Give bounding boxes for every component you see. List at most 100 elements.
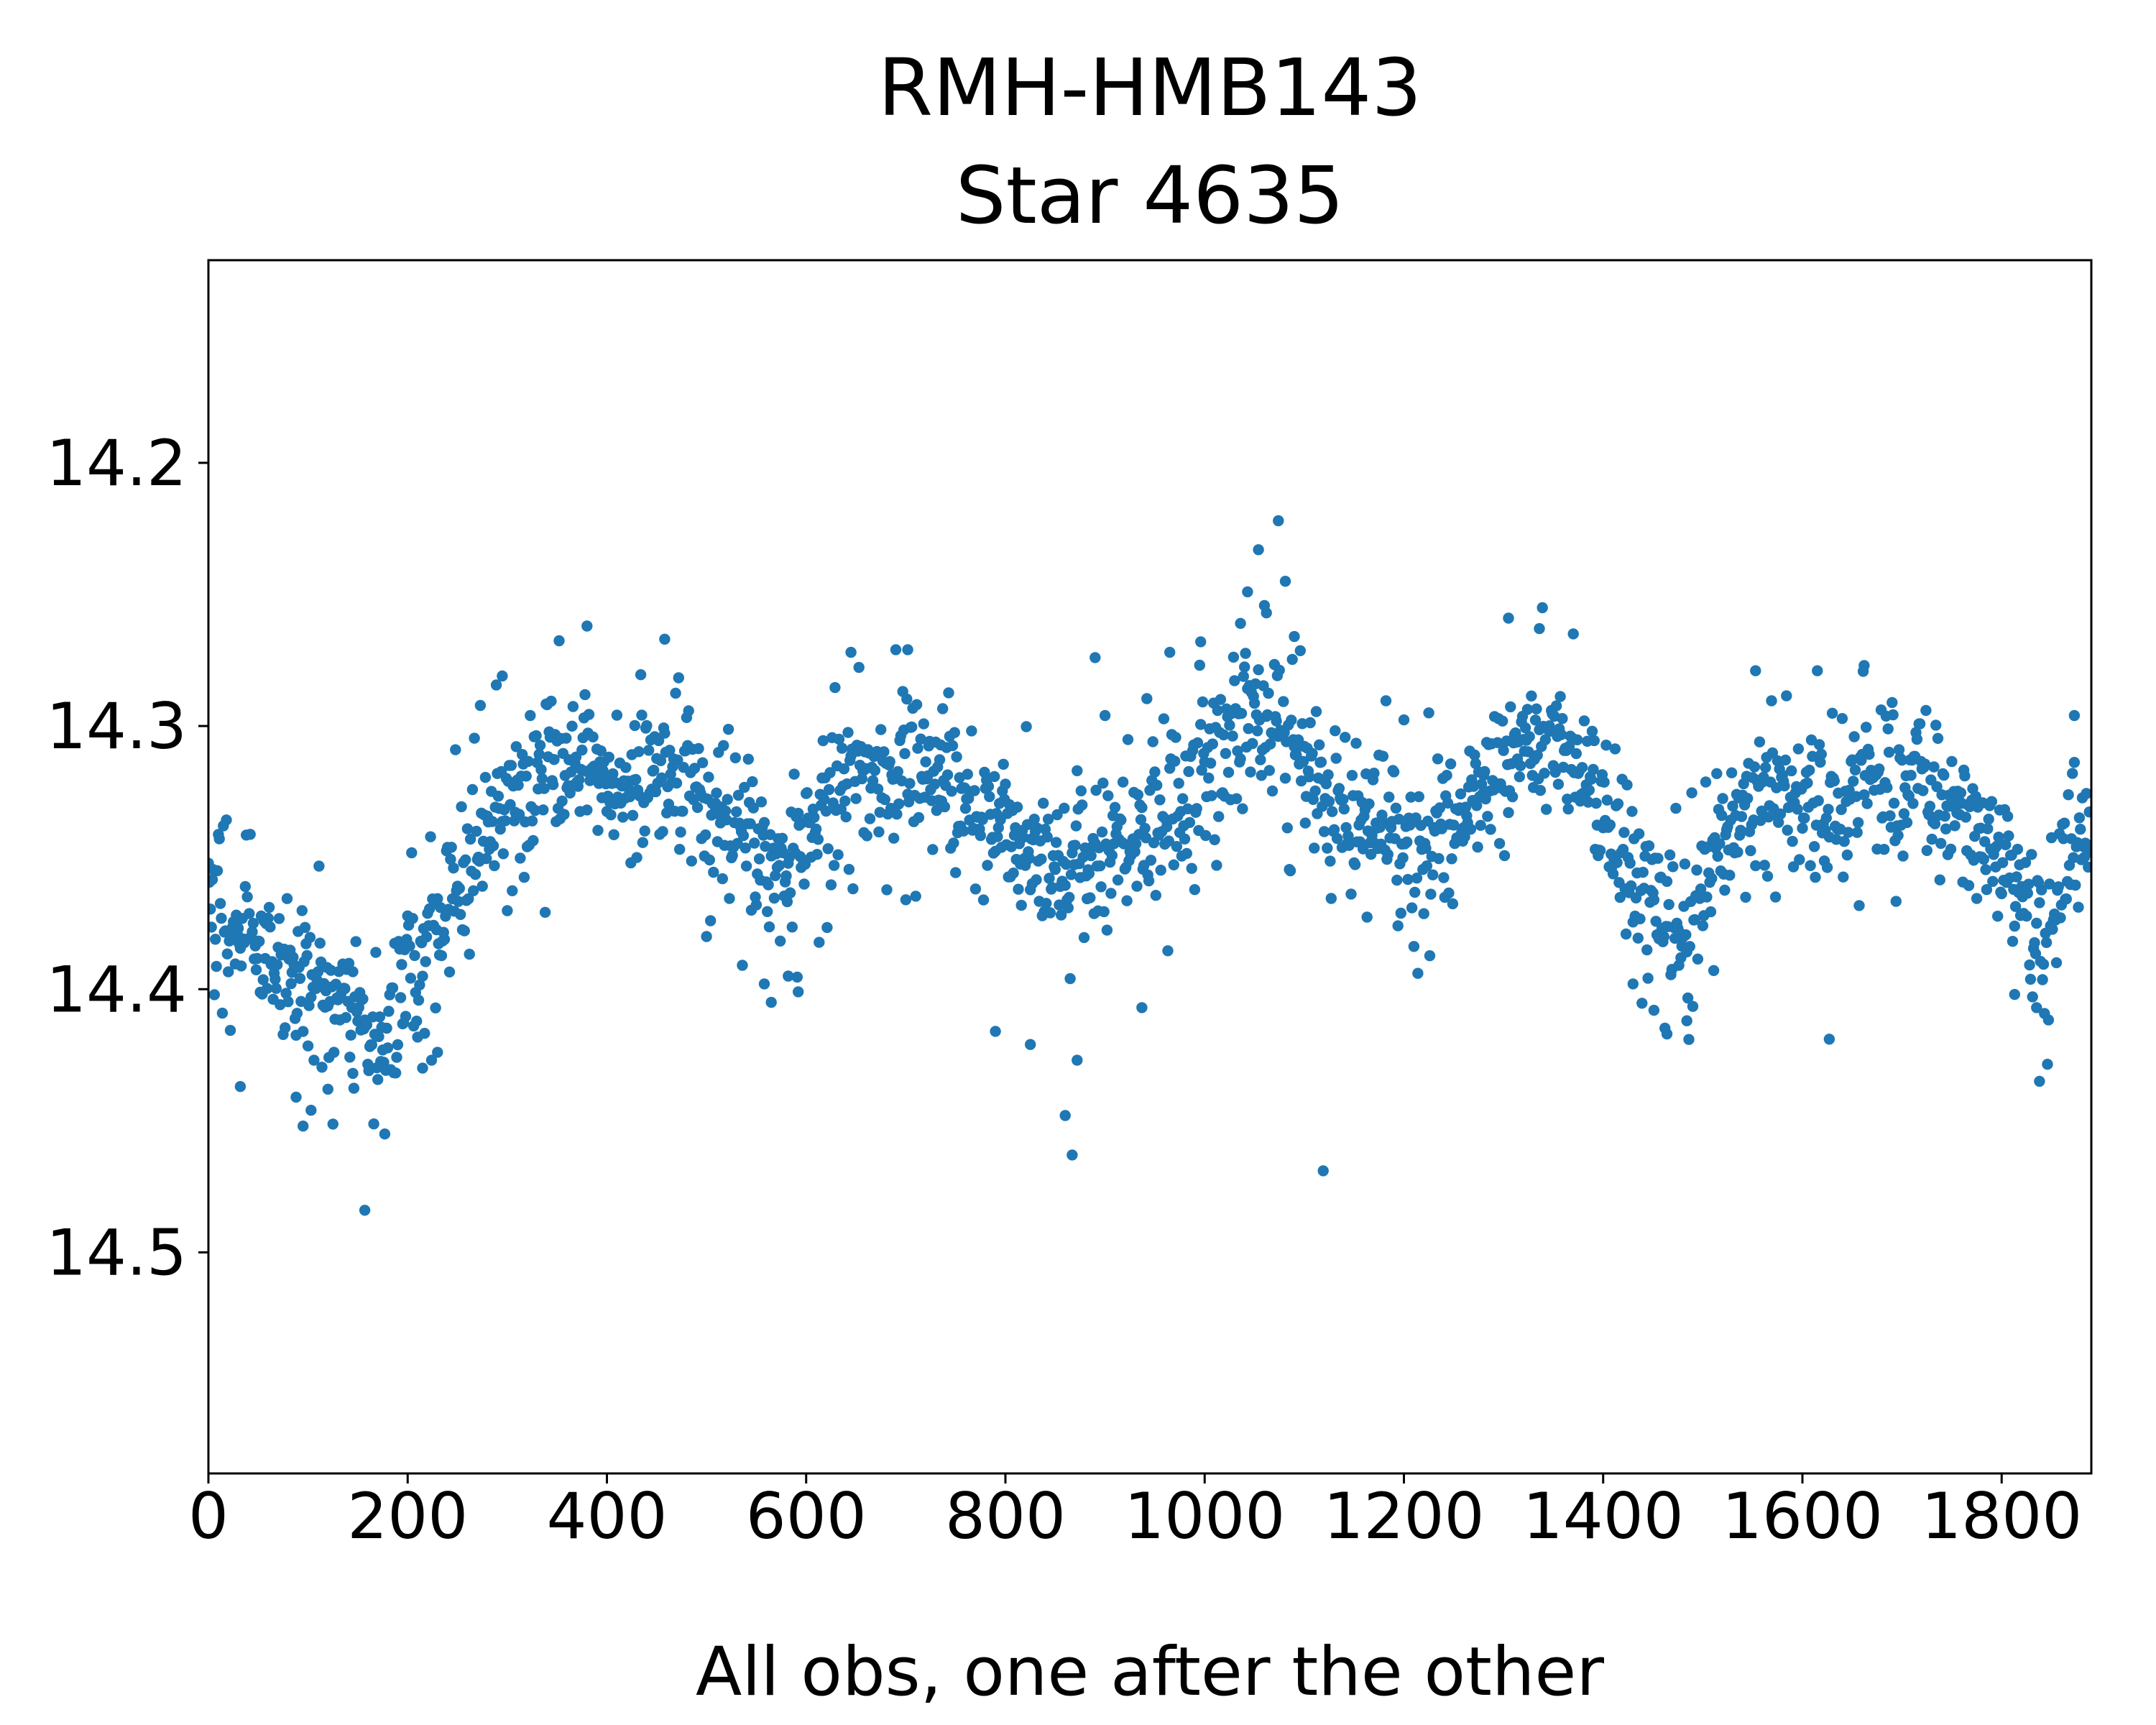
data-point — [1322, 769, 1334, 781]
data-point — [1368, 768, 1380, 779]
data-point — [1893, 744, 1905, 755]
data-point — [1163, 835, 1175, 847]
data-point — [696, 757, 709, 768]
data-point — [381, 1022, 392, 1034]
data-point — [419, 1028, 430, 1039]
data-point — [264, 921, 276, 933]
data-point — [1169, 755, 1181, 767]
data-point — [1717, 793, 1728, 804]
data-point — [1781, 690, 1792, 702]
data-point — [1279, 773, 1291, 784]
data-point — [1310, 706, 1322, 717]
data-point — [1769, 891, 1782, 903]
data-point — [499, 815, 511, 827]
data-point — [1917, 785, 1929, 796]
data-point — [1317, 1165, 1329, 1177]
data-point — [1820, 812, 1832, 824]
y-tick-label: 14.3 — [46, 689, 187, 763]
data-point — [1217, 729, 1230, 741]
data-point — [1705, 906, 1717, 918]
data-point — [1498, 745, 1509, 756]
data-point — [244, 829, 256, 840]
data-point — [285, 978, 297, 990]
data-point — [853, 661, 865, 673]
data-point — [704, 854, 715, 866]
data-point — [739, 781, 750, 794]
data-point — [281, 893, 293, 904]
x-tick-label: 1400 — [1523, 1479, 1684, 1553]
data-point — [1514, 771, 1525, 783]
data-point — [636, 709, 648, 721]
data-point — [722, 794, 733, 805]
data-point — [763, 879, 774, 891]
data-point — [1132, 789, 1144, 801]
data-point — [561, 732, 572, 744]
data-point — [2009, 988, 2020, 1000]
data-point — [1594, 845, 1606, 857]
data-point — [1189, 884, 1201, 896]
data-point — [474, 699, 487, 712]
data-point — [1534, 622, 1545, 635]
data-point — [1150, 890, 1162, 901]
data-point — [1441, 770, 1452, 781]
data-point — [1203, 772, 1215, 784]
data-point — [838, 763, 850, 775]
data-point — [536, 773, 548, 785]
data-point — [1475, 778, 1488, 790]
data-point — [1227, 651, 1240, 663]
data-point — [825, 879, 837, 891]
data-point — [1059, 802, 1070, 814]
data-point — [1155, 865, 1166, 876]
data-point — [878, 746, 890, 758]
data-point — [765, 996, 777, 1008]
data-point — [1663, 898, 1674, 911]
data-point — [1712, 850, 1723, 862]
data-point — [1634, 913, 1646, 925]
data-point — [1412, 967, 1424, 979]
data-point — [1686, 787, 1697, 799]
data-point — [241, 891, 253, 903]
data-point — [1097, 777, 1109, 789]
data-point — [1682, 992, 1694, 1004]
data-point — [1683, 1034, 1695, 1045]
data-point — [1815, 748, 1827, 760]
data-point — [1479, 765, 1491, 778]
data-point — [1523, 746, 1534, 758]
data-point — [1971, 893, 1983, 904]
data-point — [1858, 789, 1870, 801]
data-point — [1072, 1054, 1083, 1066]
data-point — [468, 885, 479, 897]
data-point — [446, 842, 457, 853]
data-point — [1420, 842, 1432, 854]
data-point — [1600, 740, 1612, 751]
data-point — [762, 906, 773, 918]
data-point — [869, 765, 881, 776]
data-point — [1882, 723, 1894, 735]
data-point — [453, 883, 465, 894]
data-point — [1265, 738, 1276, 750]
data-point — [1446, 853, 1457, 865]
data-point — [1229, 675, 1240, 686]
data-point — [1397, 852, 1409, 864]
data-point — [1398, 714, 1410, 726]
data-point — [1470, 758, 1481, 770]
data-point — [1586, 725, 1598, 737]
data-point — [1405, 791, 1416, 803]
data-point — [359, 1205, 371, 1216]
data-point — [2003, 830, 2014, 842]
data-point — [1263, 687, 1274, 699]
data-point — [627, 809, 639, 822]
data-point — [808, 811, 820, 823]
data-point — [1253, 664, 1264, 676]
data-point — [1136, 1002, 1148, 1013]
data-point — [1826, 707, 1838, 719]
data-point — [556, 795, 568, 807]
data-point — [1206, 790, 1217, 801]
data-point — [1689, 914, 1700, 926]
data-point — [407, 913, 418, 924]
data-point — [1549, 766, 1561, 778]
data-point — [1886, 696, 1898, 709]
data-point — [366, 1039, 377, 1051]
data-point — [1279, 576, 1291, 587]
